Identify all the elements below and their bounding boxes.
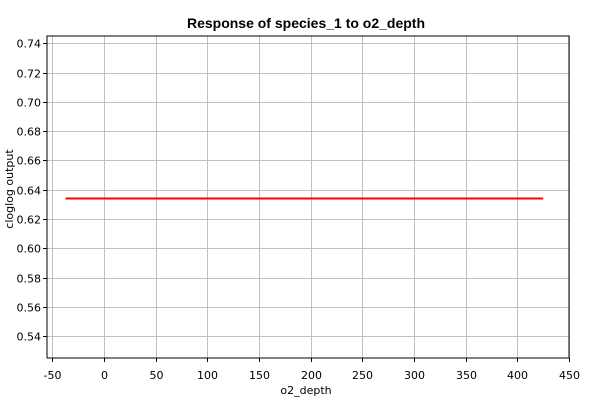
plot-frame [46,35,570,359]
x-tick-label: -50 [44,369,62,382]
y-tick-label: 0.54 [17,331,42,344]
x-tick-label: 350 [456,369,477,382]
y-tick-label: 0.58 [17,273,42,286]
tick-layer: -50 0 50 100 150 200 250 300 350 400 450 0.54 0.56 0.… [17,38,581,383]
y-tick-label: 0.72 [17,68,42,81]
y-tick-label: 0.68 [17,126,42,139]
y-axis-label: cloglog output [3,149,16,229]
y-tick-label: 0.60 [17,243,42,256]
x-tick-label: 50 [150,369,164,382]
y-tick-label: 0.62 [17,214,42,227]
x-tick-label: 300 [404,369,425,382]
grid-layer [47,36,570,358]
x-tick-label: 150 [249,369,270,382]
y-tick-label: 0.64 [17,185,42,198]
x-tick-label: 400 [507,369,528,382]
x-tick-label: 0 [101,369,108,382]
y-tick-label: 0.66 [17,155,42,168]
chart-title: Response of species_1 to o2_depth [187,15,425,31]
x-axis-label: o2_depth [280,384,331,397]
x-tick-label: 200 [301,369,322,382]
x-tick-label: 250 [352,369,373,382]
x-tick-label: 100 [197,369,218,382]
y-tick-label: 0.70 [17,97,42,110]
y-tick-label: 0.74 [17,38,42,51]
y-tick-label: 0.56 [17,302,42,315]
x-tick-label: 450 [559,369,580,382]
